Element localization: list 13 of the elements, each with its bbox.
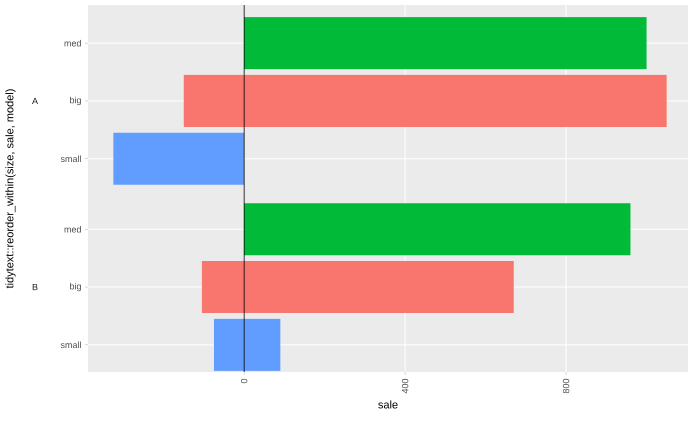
x-tick-label: 0 bbox=[240, 378, 248, 384]
y-tick-label: big bbox=[70, 282, 81, 292]
y-axis-title: tidytext::reorder_within(size, sale, model) bbox=[5, 89, 16, 288]
y-tick-label: med bbox=[64, 226, 81, 233]
y-tick-label: big bbox=[70, 96, 81, 106]
x-tick-label: 400 bbox=[402, 378, 408, 394]
x-tick-label: 800 bbox=[562, 378, 570, 394]
x-axis-title: sale bbox=[378, 400, 398, 408]
text: A bbox=[32, 98, 38, 104]
text: B bbox=[32, 284, 38, 290]
y-tick-label: small bbox=[60, 155, 81, 162]
y-tick-label: med bbox=[64, 40, 81, 46]
y-tick-label: small bbox=[60, 342, 81, 348]
